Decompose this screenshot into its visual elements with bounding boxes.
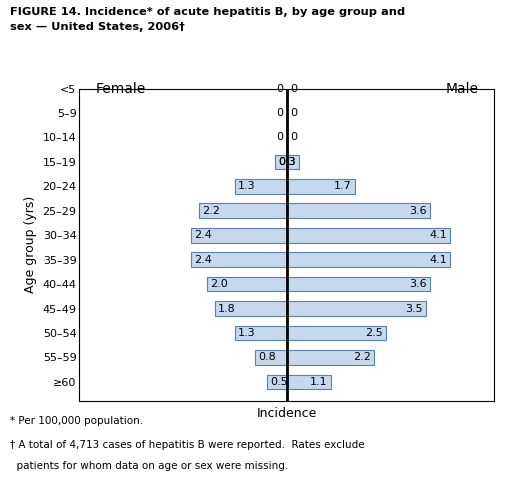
Bar <box>255 350 287 365</box>
Text: 3.5: 3.5 <box>406 304 423 313</box>
Text: 1.3: 1.3 <box>238 182 255 191</box>
Bar <box>207 277 287 291</box>
Bar <box>287 326 387 340</box>
Y-axis label: Age group (yrs): Age group (yrs) <box>24 196 37 293</box>
Text: 2.2: 2.2 <box>353 352 371 363</box>
Bar <box>275 154 287 169</box>
Text: 0.5: 0.5 <box>270 377 288 387</box>
Text: 3.6: 3.6 <box>410 206 427 216</box>
Bar <box>287 228 450 243</box>
Bar <box>235 179 287 194</box>
Text: 1.3: 1.3 <box>238 328 255 338</box>
Bar <box>287 374 331 389</box>
Bar <box>287 350 374 365</box>
Text: Male: Male <box>445 82 478 95</box>
Bar <box>199 204 287 218</box>
Text: patients for whom data on age or sex were missing.: patients for whom data on age or sex wer… <box>10 461 288 471</box>
Text: Female: Female <box>95 82 145 95</box>
Bar <box>287 252 450 267</box>
Text: 2.2: 2.2 <box>202 206 220 216</box>
Text: 3.6: 3.6 <box>410 279 427 289</box>
Bar <box>191 228 287 243</box>
Text: sex — United States, 2006†: sex — United States, 2006† <box>10 22 185 32</box>
Text: 2.4: 2.4 <box>194 255 212 265</box>
Text: 1.7: 1.7 <box>334 182 351 191</box>
Text: 0: 0 <box>276 108 284 118</box>
Text: 1.8: 1.8 <box>218 304 236 313</box>
X-axis label: Incidence: Incidence <box>257 406 317 420</box>
Bar <box>191 252 287 267</box>
Bar <box>287 179 354 194</box>
Text: 2.0: 2.0 <box>210 279 228 289</box>
Text: 2.4: 2.4 <box>194 230 212 240</box>
Bar <box>287 204 430 218</box>
Text: 0.3: 0.3 <box>278 157 295 167</box>
Text: † A total of 4,713 cases of hepatitis B were reported.  Rates exclude: † A total of 4,713 cases of hepatitis B … <box>10 440 365 450</box>
Bar <box>215 301 287 316</box>
Text: 0: 0 <box>276 132 284 143</box>
Bar <box>235 326 287 340</box>
Text: 4.1: 4.1 <box>429 230 447 240</box>
Bar <box>287 301 426 316</box>
Text: 0.3: 0.3 <box>278 157 295 167</box>
Text: * Per 100,000 population.: * Per 100,000 population. <box>10 416 143 426</box>
Text: 0: 0 <box>290 84 297 93</box>
Bar <box>287 277 430 291</box>
Text: 4.1: 4.1 <box>429 255 447 265</box>
Text: 2.5: 2.5 <box>366 328 383 338</box>
Text: 1.1: 1.1 <box>310 377 327 387</box>
Text: 0: 0 <box>290 132 297 143</box>
Text: 0: 0 <box>276 84 284 93</box>
Text: FIGURE 14. Incidence* of acute hepatitis B, by age group and: FIGURE 14. Incidence* of acute hepatitis… <box>10 7 406 17</box>
Bar <box>267 374 287 389</box>
Text: 0: 0 <box>290 108 297 118</box>
Bar <box>287 154 298 169</box>
Text: 0.8: 0.8 <box>258 352 276 363</box>
